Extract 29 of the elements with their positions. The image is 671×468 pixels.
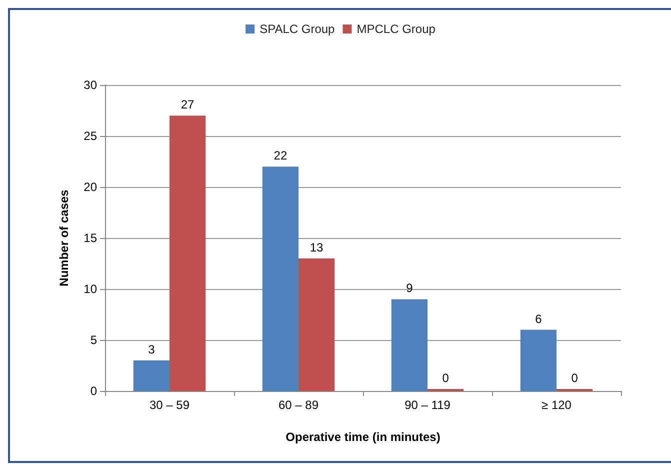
x-axis-title: Operative time (in minutes) <box>286 430 440 444</box>
y-tick-label: 0 <box>90 384 98 398</box>
x-tick-label: 90 – 119 <box>404 398 451 412</box>
legend-label: MPCLC Group <box>356 22 436 36</box>
y-tick-label: 15 <box>84 231 98 245</box>
data-label: 3 <box>148 342 156 356</box>
data-label: 0 <box>571 371 578 385</box>
data-label: 9 <box>406 281 414 296</box>
legend-label: SPALC Group <box>260 22 336 36</box>
data-label: 27 <box>180 98 195 112</box>
data-label: 13 <box>310 240 324 254</box>
bar <box>298 258 335 391</box>
x-tick-label: 30 – 59 <box>149 398 190 412</box>
y-axis-title: Number of cases <box>57 189 71 286</box>
bar <box>133 360 170 391</box>
x-tick-label: ≥ 120 <box>542 398 572 412</box>
y-tick-label: 25 <box>84 129 98 143</box>
y-tick-label: 20 <box>84 180 98 194</box>
bar <box>262 166 298 391</box>
x-tick-label: 60 – 89 <box>278 398 319 412</box>
y-tick-label: 30 <box>84 78 98 92</box>
y-tick-label: 5 <box>90 333 98 347</box>
y-tick-label: 10 <box>84 282 98 296</box>
bar <box>391 299 428 391</box>
bar <box>520 330 556 391</box>
data-label: 22 <box>274 148 288 163</box>
data-label: 0 <box>442 371 450 385</box>
bar <box>170 116 206 391</box>
data-label: 6 <box>535 312 542 326</box>
